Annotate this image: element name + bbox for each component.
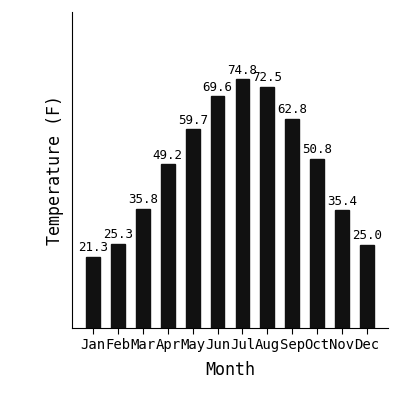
Bar (186, 130, 200, 328)
Text: 74.8: 74.8 (228, 64, 258, 76)
Text: 35.8: 35.8 (128, 193, 158, 206)
Bar (86, 257, 100, 328)
Bar (236, 79, 249, 328)
Y-axis label: Temperature (F): Temperature (F) (46, 95, 64, 245)
Bar (285, 119, 299, 328)
Text: 69.6: 69.6 (202, 81, 232, 94)
Text: 25.3: 25.3 (103, 228, 133, 241)
X-axis label: Month: Month (205, 361, 255, 379)
Text: 35.4: 35.4 (327, 194, 357, 208)
Bar (211, 96, 224, 328)
Bar (335, 210, 349, 328)
Bar (161, 164, 175, 328)
Bar (111, 244, 125, 328)
Bar (360, 245, 374, 328)
Bar (136, 209, 150, 328)
Text: 72.5: 72.5 (252, 71, 282, 84)
Text: 50.8: 50.8 (302, 143, 332, 156)
Text: 25.0: 25.0 (352, 229, 382, 242)
Bar (310, 159, 324, 328)
Text: 62.8: 62.8 (277, 104, 307, 116)
Text: 21.3: 21.3 (78, 242, 108, 254)
Text: 59.7: 59.7 (178, 114, 208, 127)
Text: 49.2: 49.2 (153, 149, 183, 162)
Bar (260, 87, 274, 328)
